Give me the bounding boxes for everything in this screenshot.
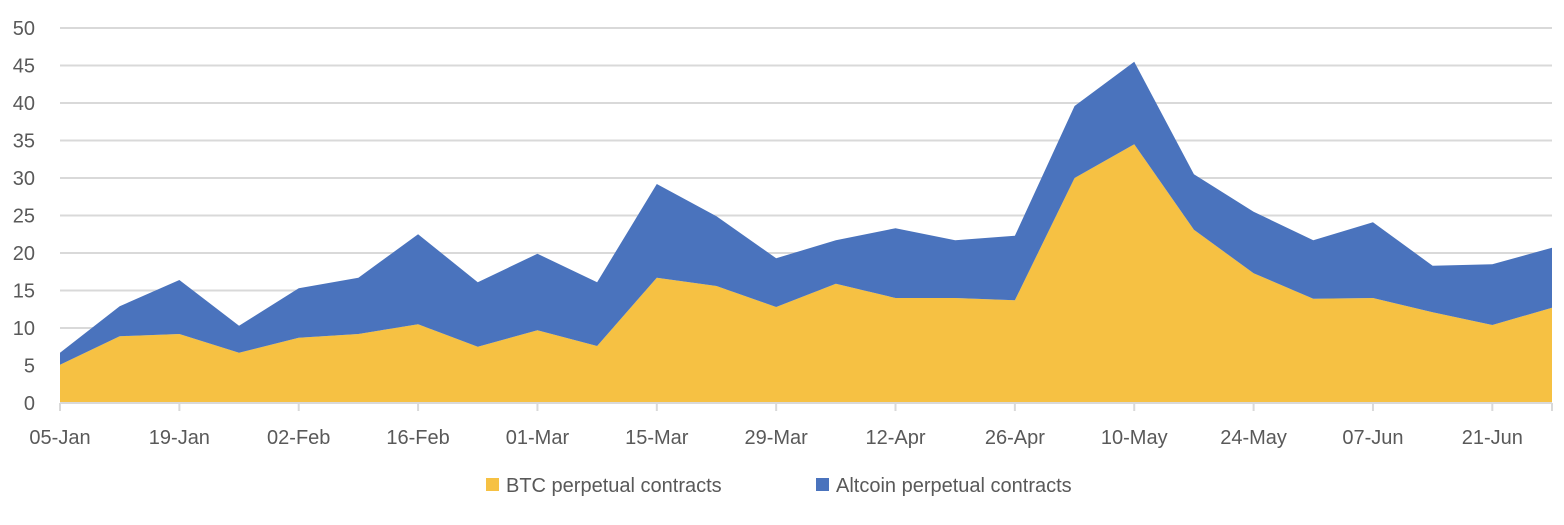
- areas: [60, 61, 1552, 403]
- x-axis: 05-Jan 19-Jan 02-Feb 16-Feb 01-Mar 15-Mar 29-M…: [29, 402, 1553, 449]
- y-tick-label: 10: [13, 318, 35, 340]
- x-tick-label: 21-Jun: [1462, 427, 1523, 449]
- y-tick-label: 25: [13, 206, 35, 228]
- y-axis: 0 5 10 15 20 25 30 35 40 45 50: [13, 18, 35, 415]
- y-tick-label: 20: [13, 243, 35, 265]
- x-tick-label: 01-Mar: [506, 427, 570, 449]
- x-tick-label: 07-Jun: [1342, 427, 1403, 449]
- x-tick-label: 05-Jan: [29, 427, 90, 449]
- legend-swatch: [486, 478, 499, 491]
- x-tick-label: 26-Apr: [985, 427, 1045, 449]
- y-tick-label: 15: [13, 281, 35, 303]
- x-tick-label: 10-May: [1101, 427, 1168, 449]
- x-tick-label: 12-Apr: [866, 427, 926, 449]
- x-tick-label: 02-Feb: [267, 427, 330, 449]
- x-tick-label: 19-Jan: [149, 427, 210, 449]
- y-tick-label: 45: [13, 56, 35, 78]
- x-tick-label: 29-Mar: [744, 427, 808, 449]
- y-tick-label: 30: [13, 168, 35, 190]
- y-tick-label: 50: [13, 18, 35, 40]
- legend: BTC perpetual contracts Altcoin perpetual…: [486, 475, 1072, 497]
- area-series-0: [60, 144, 1552, 403]
- y-tick-label: 0: [24, 393, 35, 415]
- area-series-1: [60, 61, 1552, 365]
- x-tick-label: 15-Mar: [625, 427, 689, 449]
- x-tick-label: 24-May: [1220, 427, 1287, 449]
- y-tick-label: 5: [24, 356, 35, 378]
- x-tick-label: 16-Feb: [386, 427, 449, 449]
- y-tick-label: 40: [13, 93, 35, 115]
- y-tick-label: 35: [13, 131, 35, 153]
- legend-swatch: [816, 478, 829, 491]
- legend-label: Altcoin perpetual contracts: [836, 475, 1072, 497]
- legend-label: BTC perpetual contracts: [506, 475, 722, 497]
